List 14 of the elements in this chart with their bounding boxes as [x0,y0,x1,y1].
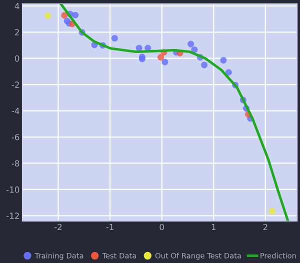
y-tick-label: 2 [15,29,19,36]
x-tick-label: 2 [263,224,268,230]
y-tick-label: -12 [6,212,19,219]
y-tick-label: 4 [14,3,20,10]
x-tick-label: 0 [160,224,164,230]
y-tick-label: -8 [12,160,20,167]
x-tick-label: -1 [106,224,114,230]
y-tick-label: -2 [12,82,19,88]
y-tick-label: 0 [14,55,20,62]
x-tick-label: 1 [212,224,216,230]
x-tick-label: -2 [54,224,62,230]
y-tick-label: -10 [6,186,20,193]
y-tick-label: -4 [12,108,20,114]
y-tick-label: -6 [12,134,20,140]
